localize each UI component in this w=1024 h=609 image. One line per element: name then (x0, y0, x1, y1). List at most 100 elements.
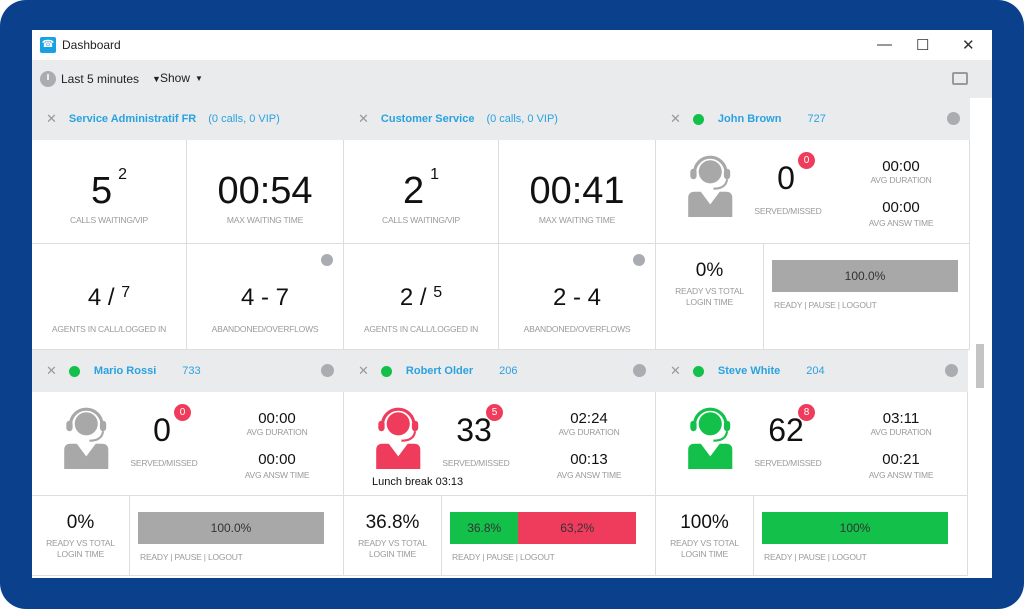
agent-name[interactable]: Robert Older (405, 365, 474, 377)
history-clock-icon[interactable] (321, 364, 334, 377)
queue-header: ✕ Customer Service (0 calls, 0 VIP) (344, 98, 656, 140)
ready-pct-cell: 0% Ready vs total login time (656, 244, 764, 350)
clock-icon (40, 71, 56, 87)
close-button[interactable]: ✕ (962, 37, 975, 54)
time-range-dropdown[interactable]: Last 5 minutes ▼ (40, 71, 161, 87)
agent-name[interactable]: Mario Rossi (93, 365, 157, 377)
queue-name[interactable]: Customer Service (380, 113, 475, 125)
bar-legend: READY | PAUSE | LOGOUT (452, 552, 555, 562)
close-queue-button[interactable]: ✕ (358, 111, 369, 126)
queue-header: ✕ Service Administratif FR (0 calls, 0 VIP… (32, 98, 344, 140)
agent-stats-cell: 62 8 Served/Missed 03:11 Avg duration 00:21 Av… (656, 392, 968, 496)
vip-count: 2 (118, 166, 128, 183)
queue-info: (0 calls, 0 VIP) (208, 113, 280, 125)
agents-label: Agents in call/logged in (363, 324, 479, 334)
history-clock-icon[interactable] (321, 254, 333, 266)
ready-pct-label: Ready vs total login time (46, 538, 115, 559)
missed-badge: 8 (798, 404, 815, 421)
served-label: Served/Missed (754, 458, 822, 468)
abandoned-cell: 2 - 4 Abandoned/Overflows (499, 244, 656, 350)
scrollbar[interactable] (972, 98, 990, 578)
avg-duration-value: 00:00 (882, 158, 920, 175)
max-wait-cell: 00:54 Max waiting time (187, 140, 344, 244)
served-label: Served/Missed (442, 458, 510, 468)
avg-duration-label: Avg duration (870, 427, 932, 437)
show-label: Show (160, 71, 191, 85)
avg-answ-value: 00:21 (882, 451, 920, 468)
status-dot (68, 365, 80, 377)
abandoned-label: Abandoned/Overflows (211, 324, 319, 334)
history-clock-icon[interactable] (947, 112, 960, 125)
ready-pct-cell: 100% Ready vs total login time (656, 496, 754, 576)
agent-header: ✕ John Brown 727 (656, 98, 970, 140)
abandoned-value: 2 - 4 (552, 284, 602, 311)
caret-down-icon: ▼ (152, 74, 161, 84)
status-dot (692, 365, 704, 377)
layout-icon[interactable] (952, 72, 968, 85)
agent-extension: 733 (182, 365, 201, 377)
close-agent-button[interactable]: ✕ (670, 363, 681, 378)
agent-extension: 206 (499, 365, 518, 377)
avg-duration-label: Avg duration (246, 427, 308, 437)
abandoned-value: 4 - 7 (240, 284, 290, 311)
calls-waiting-label: Calls waiting/VIP (382, 215, 460, 225)
agents-in-call: 4 (87, 284, 102, 311)
agent-headset-icon (376, 407, 421, 469)
close-queue-button[interactable]: ✕ (46, 111, 57, 126)
bar-legend: READY | PAUSE | LOGOUT (140, 552, 243, 562)
time-range-label: Last 5 minutes (61, 72, 140, 86)
served-count: 0 (777, 160, 795, 196)
ready-pct-value: 100% (680, 512, 729, 533)
caret-down-icon: ▼ (195, 73, 203, 83)
max-wait-value: 00:41 (529, 170, 625, 212)
ready-bar: 100.0% (772, 260, 958, 292)
avg-duration-label: Avg duration (558, 427, 620, 437)
agent-header: ✕ Robert Older 206 (344, 350, 656, 392)
queue-info: (0 calls, 0 VIP) (486, 113, 558, 125)
ready-bar-segment: 100.0% (772, 260, 958, 292)
avg-duration-value: 00:00 (258, 410, 296, 427)
ready-bar-segment: 36.8% (450, 512, 519, 544)
ready-pct-cell: 0% Ready vs total login time (32, 496, 130, 576)
queue-name[interactable]: Service Administratif FR (68, 113, 197, 125)
history-clock-icon[interactable] (945, 364, 958, 377)
status-dot (380, 365, 392, 377)
close-agent-button[interactable]: ✕ (670, 111, 681, 126)
maximize-button[interactable]: ☐ (916, 37, 930, 54)
dashboard-window: ☎ Dashboard — ☐ ✕ Last 5 minutes ▼ Show ▼ … (32, 30, 992, 578)
history-clock-icon[interactable] (633, 364, 646, 377)
agents-logged: 5 (433, 284, 443, 301)
abandoned: 4 (240, 284, 255, 311)
agent-stats-cell: 0 0 Served/Missed 00:00 Avg duration 00:00 Avg… (32, 392, 344, 496)
calls-waiting: 5 (90, 170, 113, 212)
dashboard-content: ✕ Service Administratif FR (0 calls, 0 VIP… (32, 98, 970, 578)
avg-duration-value: 03:11 (882, 410, 920, 427)
ready-bar-segment: 100.0% (138, 512, 324, 544)
minimize-button[interactable]: — (877, 36, 892, 53)
agent-header: ✕ Mario Rossi 733 (32, 350, 344, 392)
missed-badge: 0 (174, 404, 191, 421)
agents-label: Agents in call/logged in (51, 324, 167, 334)
agents-value: 4 / 7 (87, 284, 131, 311)
close-agent-button[interactable]: ✕ (46, 363, 57, 378)
show-dropdown[interactable]: Show ▼ (160, 71, 203, 85)
calls-waiting-cell: 2 1 Calls waiting/VIP (344, 140, 499, 244)
scrollbar-thumb[interactable] (976, 344, 984, 388)
served-label: Served/Missed (754, 206, 822, 216)
abandoned: 2 (552, 284, 567, 311)
agent-name[interactable]: John Brown (717, 113, 782, 125)
ready-bar: 36.8% 63,2% (450, 512, 636, 544)
bar-legend: READY | PAUSE | LOGOUT (774, 300, 877, 310)
calls-waiting: 2 (402, 170, 425, 212)
ready-pct-cell: 36.8% Ready vs total login time (344, 496, 442, 576)
app-icon: ☎ (40, 37, 56, 53)
title-bar: ☎ Dashboard — ☐ ✕ (32, 30, 992, 60)
max-wait-label: Max waiting time (226, 215, 304, 225)
agent-name[interactable]: Steve White (717, 365, 781, 377)
ready-pct-value: 0% (695, 260, 724, 281)
avg-answ-label: Avg answ time (556, 470, 622, 480)
close-agent-button[interactable]: ✕ (358, 363, 369, 378)
missed-badge: 5 (486, 404, 503, 421)
history-clock-icon[interactable] (633, 254, 645, 266)
